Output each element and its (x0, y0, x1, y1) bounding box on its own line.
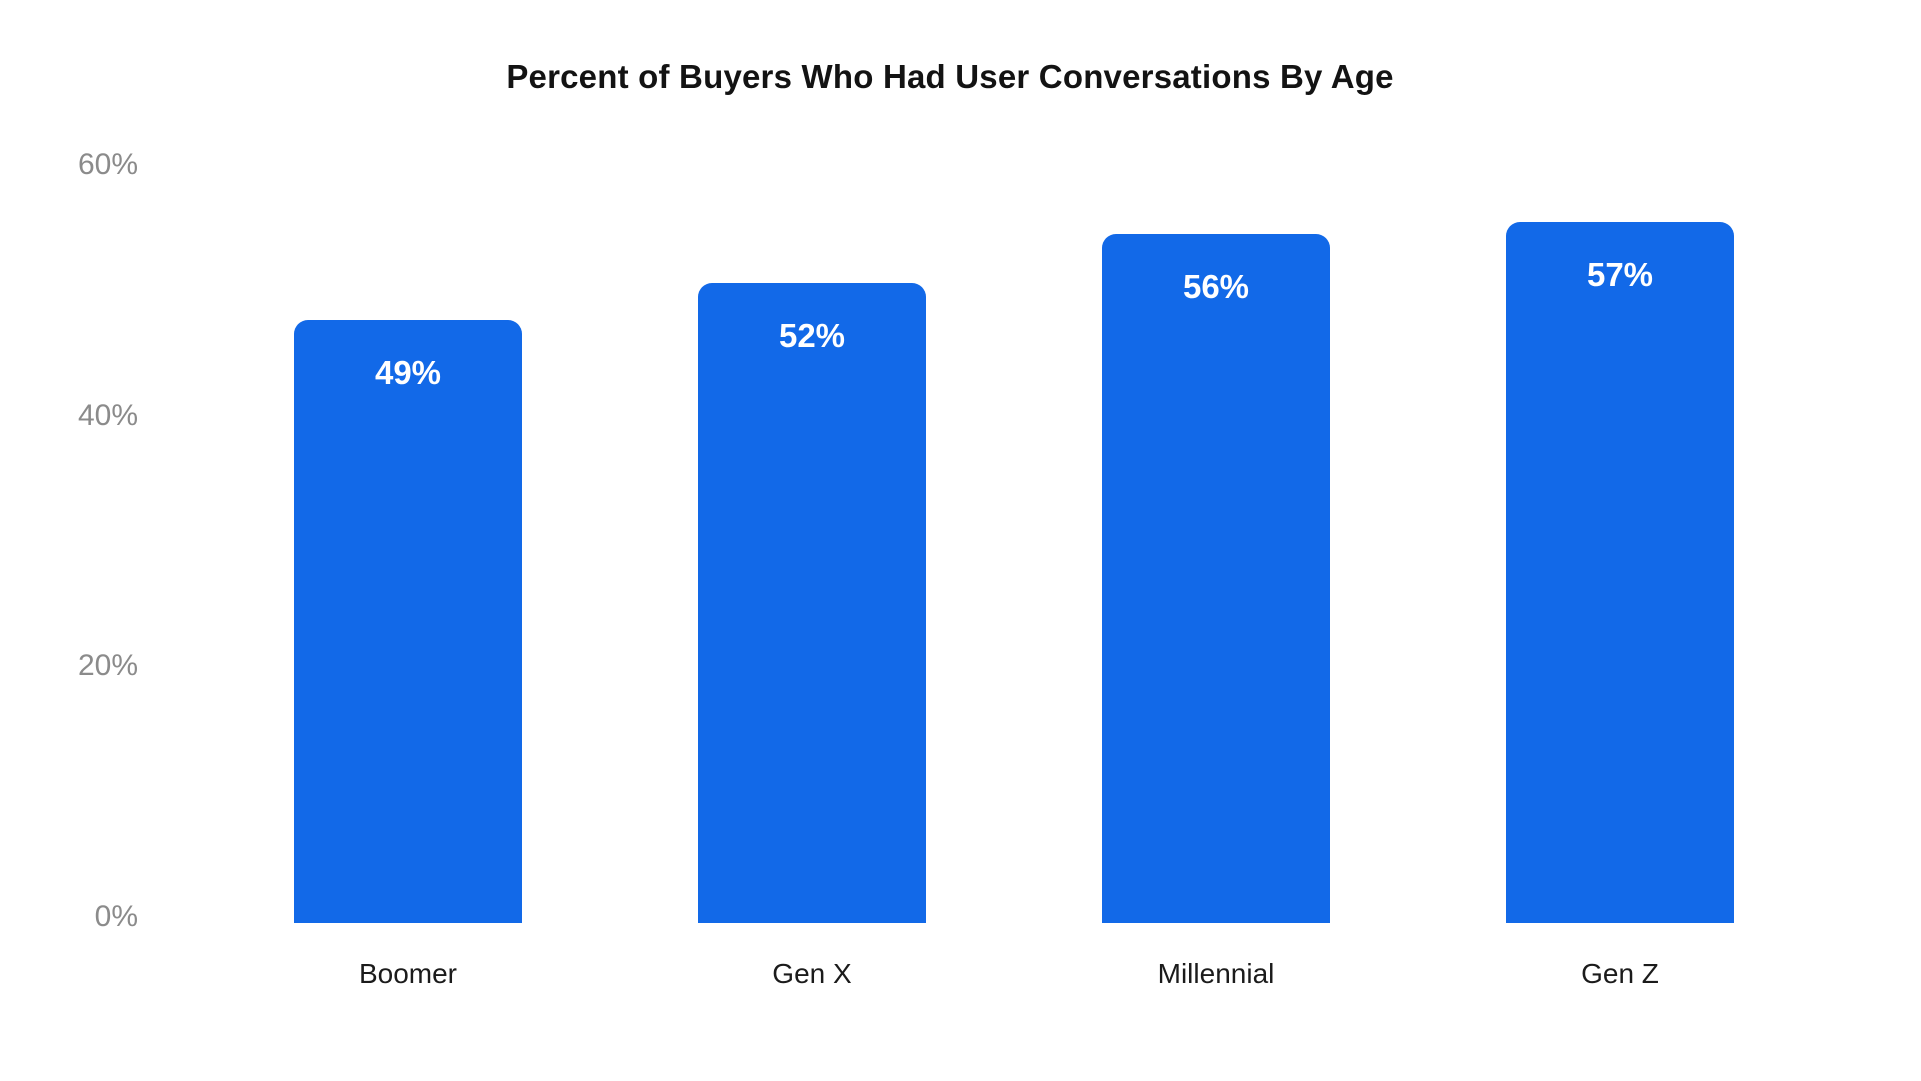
x-axis-label-gen-z: Gen Z (1581, 958, 1659, 989)
plot-area: 49% 52% 56% 57% (206, 185, 1822, 923)
x-axis-label-boomer: Boomer (358, 958, 458, 989)
bar-value-label: 52% (778, 317, 846, 354)
bar-boomer: 49% (294, 320, 522, 923)
bar-value-label: 56% (1182, 268, 1250, 305)
x-axis-label-millennial: Millennial (1157, 958, 1275, 989)
bar-slot-gen-x: 52% (610, 185, 1014, 923)
bar-slot-millennial: 56% (1014, 185, 1418, 923)
y-axis-tick-label: 0% (94, 900, 138, 933)
y-axis: 0% 20% 40% 60% (0, 0, 138, 1081)
bar-gen-z: 57% (1506, 222, 1734, 923)
y-axis-tick-label: 60% (77, 148, 138, 181)
y-axis-tick-label: 20% (77, 649, 138, 682)
bar-slot-gen-z: 57% (1418, 185, 1822, 923)
bar-millennial: 56% (1102, 234, 1330, 923)
bar-value-label: 49% (374, 354, 442, 391)
chart-title: Percent of Buyers Who Had User Conversat… (506, 58, 1394, 95)
x-axis: Boomer Gen X Millennial Gen Z (206, 958, 1822, 990)
bar-value-label: 57% (1586, 256, 1654, 293)
bar-slot-boomer: 49% (206, 185, 610, 923)
x-axis-label-gen-x: Gen X (772, 958, 852, 989)
bar-gen-x: 52% (698, 283, 926, 923)
y-axis-tick-label: 40% (77, 399, 138, 432)
